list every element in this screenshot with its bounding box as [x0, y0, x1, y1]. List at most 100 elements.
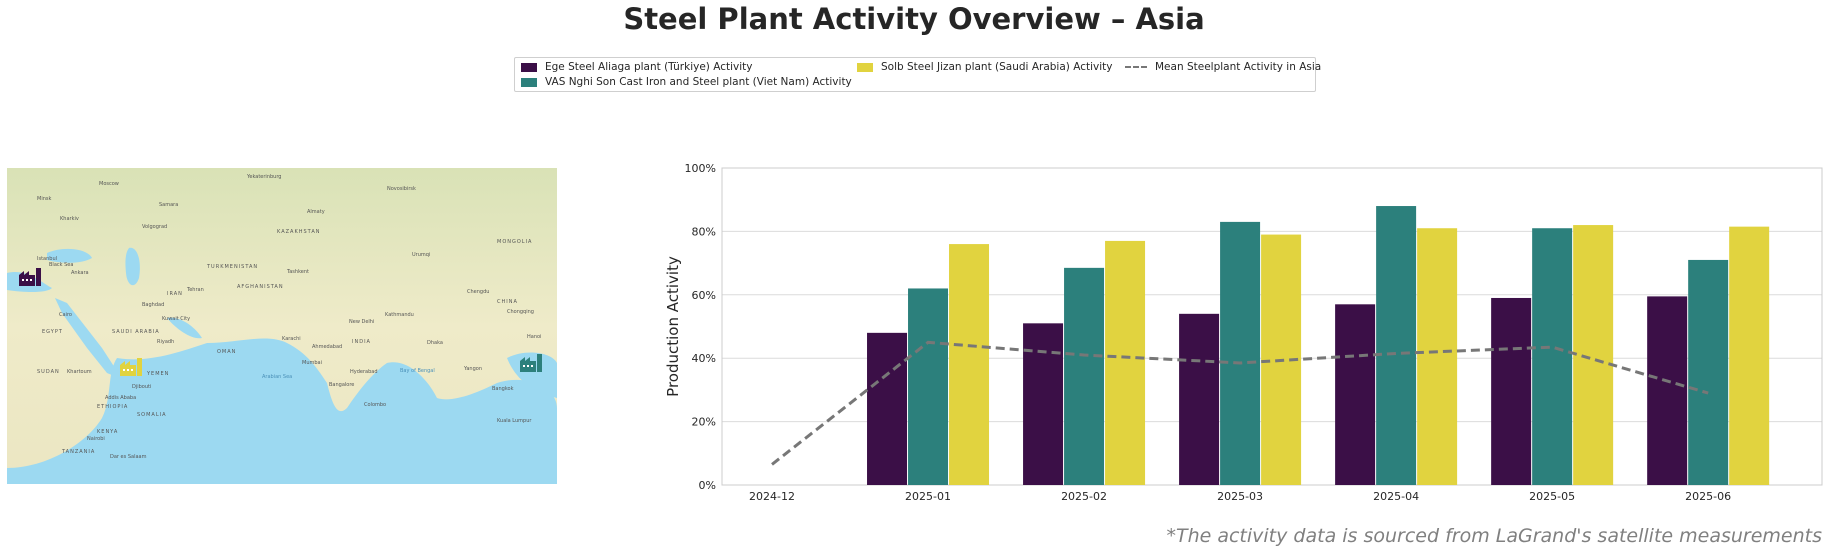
bar-3-2025-06	[1729, 226, 1770, 485]
map-region-label: OMAN	[217, 349, 236, 355]
legend-item-solb: Solb Steel Jizan plant (Saudi Arabia) Ac…	[857, 61, 1112, 73]
x-tick-label: 2025-02	[1061, 490, 1107, 503]
map-region-label: YEMEN	[146, 371, 169, 377]
map-city-label: Volgograd	[142, 224, 167, 230]
map-region-label: SUDAN	[37, 369, 60, 375]
map-city-label: Hyderabad	[350, 369, 378, 375]
y-tick-label: 20%	[692, 416, 716, 429]
map-city-label: New Delhi	[349, 319, 374, 325]
map-city-label: Chengdu	[467, 289, 489, 295]
y-tick-label: 60%	[692, 289, 716, 302]
bar-3-2025-02	[1105, 240, 1146, 485]
map-city-label: Yangon	[463, 366, 482, 372]
map-south-china-sea	[507, 352, 557, 398]
y-tick-label: 80%	[692, 225, 716, 238]
bar-2-2025-06	[1688, 259, 1729, 485]
factory-icon	[520, 354, 542, 372]
mean-activity-line	[771, 340, 1709, 466]
map-persian-gulf	[167, 317, 202, 339]
map-city-label: Riyadh	[157, 339, 174, 345]
map-city-label: Tashkent	[286, 269, 309, 275]
bar-2-2025-04	[1376, 206, 1417, 485]
map-city-label: Cairo	[59, 312, 72, 318]
map-city-label: Karachi	[282, 336, 301, 342]
map-region-label: MONGOLIA	[497, 239, 532, 245]
map-region-label: IRAN	[167, 291, 183, 297]
map-city-label: Bangalore	[329, 382, 354, 388]
map-region-label: TURKMENISTAN	[206, 264, 258, 270]
map-red-sea	[55, 298, 119, 378]
map-city-label: Ahmedabad	[312, 344, 342, 350]
map-black-sea	[47, 248, 92, 263]
legend-item-mean: Mean Steelplant Activity in Asia	[1125, 61, 1321, 73]
legend-swatch-ege	[521, 62, 537, 72]
factory-icon	[120, 358, 142, 376]
bar-chart: 0% 20% 40% 60% 80% 100% Production Activity 202…	[664, 162, 1823, 503]
map: Black Sea Arabian Sea Bay of Bengal KAZA…	[7, 168, 557, 484]
map-region-label: EGYPT	[42, 329, 63, 335]
x-tick-label: 2025-06	[1685, 490, 1731, 503]
legend-swatch-solb	[857, 62, 873, 72]
map-city-label: Istanbul	[37, 256, 57, 262]
legend-swatch-vas	[521, 77, 537, 87]
map-city-label: Kuwait City	[162, 316, 190, 322]
map-city-label: Bangkok	[492, 386, 514, 392]
map-city-label: Samara	[159, 202, 178, 208]
map-city-label: Kathmandu	[385, 312, 414, 318]
legend-dash-mean	[1125, 66, 1147, 68]
legend-item-vas: VAS Nghi Son Cast Iron and Steel plant (…	[521, 76, 852, 88]
x-tick-label: 2025-03	[1217, 490, 1263, 503]
factory-icon	[19, 268, 41, 286]
map-city-label: Nairobi	[87, 436, 105, 442]
bar-2-2025-03	[1220, 221, 1261, 485]
map-city-label: Dar es Salaam	[110, 454, 147, 460]
map-region-label: ETHIOPIA	[97, 404, 128, 410]
map-region-label: TANZANIA	[61, 449, 95, 455]
y-axis-label: Production Activity	[664, 256, 682, 397]
x-tick-label: 2024-12	[749, 490, 795, 503]
bar-1-2025-03	[1179, 313, 1220, 485]
chart-title: Steel Plant Activity Overview – Asia	[623, 2, 1205, 36]
y-tick-label: 100%	[685, 162, 716, 175]
bar-2-2025-05	[1532, 228, 1573, 485]
bar-3-2025-05	[1573, 225, 1614, 485]
map-city-label: Baghdad	[142, 302, 164, 308]
bar-1-2025-04	[1335, 304, 1376, 485]
map-city-label: Hanoi	[527, 334, 541, 340]
map-city-label: Moscow	[99, 181, 119, 187]
map-city-label: Minsk	[37, 196, 51, 202]
map-city-label: Yekaterinburg	[246, 174, 281, 180]
map-region-label: SAUDI ARABIA	[112, 329, 160, 335]
legend-label-ege: Ege Steel Aliaga plant (Türkiye) Activit…	[545, 61, 753, 73]
bar-3-2025-01	[949, 244, 990, 485]
map-region-label: SOMALIA	[137, 412, 167, 418]
map-city-label: Ankara	[71, 270, 89, 276]
map-region-label: INDIA	[352, 339, 371, 345]
bar-2-2025-02	[1064, 267, 1105, 485]
map-region-label: KAZAKHSTAN	[277, 229, 321, 235]
bar-1-2025-06	[1647, 296, 1688, 485]
map-region-label: CHINA	[497, 299, 518, 305]
map-city-label: Chongqing	[507, 309, 534, 315]
map-city-label: Kuala Lumpur	[497, 418, 532, 424]
x-tick-label: 2025-05	[1529, 490, 1575, 503]
legend-label-vas: VAS Nghi Son Cast Iron and Steel plant (…	[545, 76, 852, 88]
x-tick-label: 2025-04	[1373, 490, 1419, 503]
footnote: *The activity data is sourced from LaGra…	[1166, 525, 1822, 547]
map-city-label: Almaty	[307, 209, 325, 215]
map-region-label: AFGHANISTAN	[237, 284, 284, 290]
y-tick-label: 40%	[692, 352, 716, 365]
legend: Ege Steel Aliaga plant (Türkiye) Activit…	[514, 57, 1321, 92]
map-ocean	[7, 338, 557, 484]
bar-3-2025-04	[1417, 228, 1458, 485]
map-city-label: Djibouti	[132, 384, 151, 390]
map-city-label: Mumbai	[302, 360, 322, 366]
y-tick-label: 0%	[699, 479, 716, 492]
x-tick-label: 2025-01	[905, 490, 951, 503]
map-city-label: Novosibirsk	[387, 186, 416, 192]
legend-item-ege: Ege Steel Aliaga plant (Türkiye) Activit…	[521, 61, 752, 73]
map-sea-label: Arabian Sea	[262, 374, 292, 380]
map-caspian-sea	[125, 247, 140, 286]
legend-label-mean: Mean Steelplant Activity in Asia	[1155, 61, 1322, 73]
bar-1-2025-05	[1491, 297, 1532, 485]
